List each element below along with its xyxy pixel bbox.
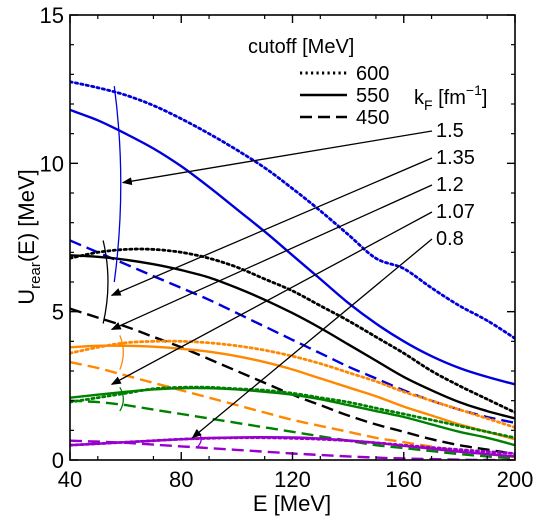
bracket-kF_1.35 xyxy=(102,240,109,324)
arrow-kf-1.2 xyxy=(110,184,433,331)
cutoff-legend: cutoff [MeV] 600 550 450 xyxy=(248,36,389,129)
y-tick-label: 10 xyxy=(40,151,64,176)
bracket-kF_1.2 xyxy=(119,335,124,370)
series-line-kF_1.07-dashed xyxy=(70,399,515,460)
kf-legend-title-sub: F xyxy=(424,97,433,113)
series-line-kF_1.2-dotted xyxy=(70,339,515,429)
series-line-kF_1.35-dotted xyxy=(70,247,515,414)
kf-legend-title: kF [fm−1] xyxy=(414,82,487,113)
y-axis-title-tail: (E) [MeV] xyxy=(14,169,39,262)
x-tick-label: 40 xyxy=(58,467,82,492)
arrow-kf-1.07 xyxy=(110,211,433,385)
series-line-kF_1.07-solid xyxy=(70,386,515,447)
tick-layer: 40 80 120 160 200 0 5 10 15 xyxy=(40,3,534,492)
y-axis-title-main: U xyxy=(14,289,39,305)
kf-legend-title-sup: −1 xyxy=(466,82,482,98)
kf-legend-title-end: ] xyxy=(482,87,488,109)
x-tick-label: 200 xyxy=(497,467,534,492)
kf-label-0.8: 0.8 xyxy=(436,228,464,250)
kf-label-1.35: 1.35 xyxy=(436,147,475,169)
cutoff-legend-title: cutoff [MeV] xyxy=(248,36,354,58)
kf-legend: kF [fm−1] 1.5 1.35 1.2 1.07 0.8 xyxy=(414,82,487,250)
cutoff-legend-label-450: 450 xyxy=(356,107,389,129)
kf-label-1.2: 1.2 xyxy=(436,174,464,196)
y-tick-label: 15 xyxy=(40,3,64,28)
arrow-kf-0.8 xyxy=(191,238,433,439)
kf-label-1.5: 1.5 xyxy=(436,120,464,142)
x-tick-label: 120 xyxy=(274,467,311,492)
arrow-layer xyxy=(110,130,433,439)
y-axis-title: Urear(E) [MeV] xyxy=(14,169,44,304)
y-tick-label: 0 xyxy=(52,448,64,473)
series-line-kF_1.2-solid xyxy=(70,344,515,441)
y-axis-title-sub: rear xyxy=(27,262,44,289)
bracket-kF_1.5 xyxy=(113,86,122,283)
arrow-kf-1.35 xyxy=(110,157,433,296)
kf-label-1.07: 1.07 xyxy=(436,201,475,223)
bracket-kF_1.07 xyxy=(119,386,124,412)
x-tick-label: 160 xyxy=(385,467,422,492)
arrow-kf-1.5 xyxy=(121,130,433,186)
series-line-kF_1.5-dotted xyxy=(70,80,515,340)
cutoff-legend-label-550: 550 xyxy=(356,85,389,107)
kf-legend-title-tail: [fm xyxy=(433,87,466,109)
x-axis-title: E [MeV] xyxy=(253,491,331,516)
series-line-kF_1.5-solid xyxy=(70,108,515,386)
x-tick-label: 80 xyxy=(169,467,193,492)
bracket-layer xyxy=(102,86,202,448)
series-line-kF_1.35-solid xyxy=(70,254,515,420)
kf-legend-title-main: k xyxy=(414,87,425,109)
cutoff-legend-label-600: 600 xyxy=(356,63,389,85)
y-tick-label: 5 xyxy=(52,300,64,325)
series-line-kF_0.8-solid xyxy=(70,435,515,458)
